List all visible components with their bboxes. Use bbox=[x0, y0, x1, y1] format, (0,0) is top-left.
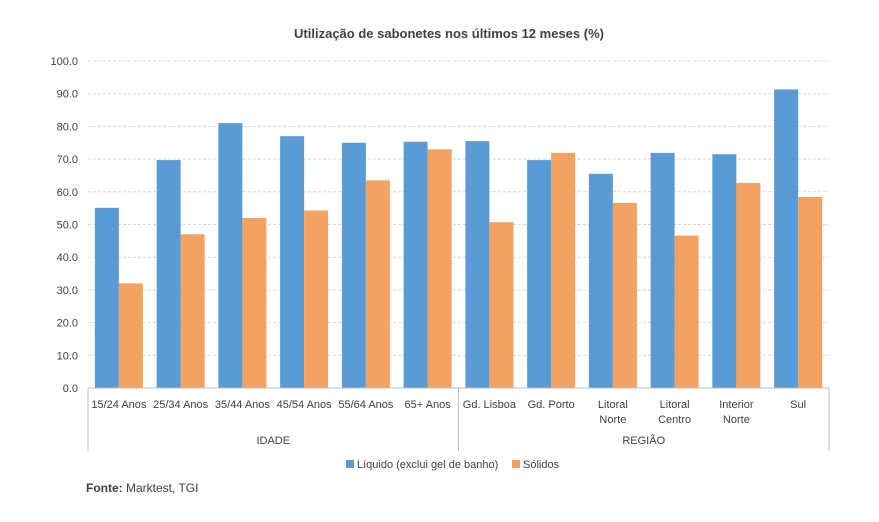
category-label: 25/34 Anos bbox=[153, 399, 209, 411]
y-tick-label: 40.0 bbox=[57, 252, 78, 264]
legend-swatch bbox=[512, 460, 520, 468]
category-label: 45/54 Anos bbox=[277, 399, 333, 411]
group-label: REGIÃO bbox=[622, 434, 665, 447]
legend: Líquido (exclui gel de banho) Sólidos bbox=[346, 459, 560, 471]
category-label: Litoral bbox=[598, 399, 628, 411]
y-axis: 0.0 10.0 20.0 30.0 40.0 50.0 60.0 70.0 80.0 90.0 1… bbox=[50, 56, 78, 395]
category-label: 65+ Anos bbox=[405, 399, 452, 411]
y-tick-label: 60.0 bbox=[57, 187, 78, 199]
bar bbox=[798, 197, 823, 388]
y-tick-label: 10.0 bbox=[57, 350, 78, 362]
category-label: Centro bbox=[658, 414, 691, 426]
group-label: IDADE bbox=[256, 435, 290, 447]
y-tick-label: 80.0 bbox=[57, 121, 78, 133]
legend-label: Sólidos bbox=[523, 459, 560, 471]
source-note: Fonte: Marktest, TGI bbox=[86, 481, 198, 495]
category-label: Norte bbox=[599, 414, 626, 426]
chart-title: Utilização de sabonetes nos últimos 12 m… bbox=[294, 26, 604, 41]
bar bbox=[94, 207, 119, 388]
y-tick-label: 50.0 bbox=[57, 220, 78, 232]
bar bbox=[341, 142, 366, 388]
bar bbox=[156, 160, 181, 388]
category-label: Sul bbox=[790, 399, 806, 411]
bar bbox=[774, 89, 799, 388]
legend-swatch bbox=[346, 460, 354, 468]
bar bbox=[365, 180, 390, 388]
bar bbox=[427, 149, 452, 388]
bar bbox=[736, 182, 761, 388]
y-tick-label: 100.0 bbox=[50, 56, 78, 68]
grid-layer bbox=[88, 60, 829, 356]
bar bbox=[650, 152, 675, 388]
category-label: Gd. Lisboa bbox=[463, 399, 517, 411]
bar bbox=[304, 210, 329, 388]
category-label: 15/24 Anos bbox=[91, 399, 147, 411]
bars-layer bbox=[94, 89, 823, 388]
x-axis: 15/24 Anos 25/34 Anos 35/44 Anos 45/54 Anos… bbox=[87, 387, 830, 451]
bar bbox=[527, 160, 552, 388]
bar bbox=[674, 235, 699, 388]
bar bbox=[551, 152, 576, 388]
source-label: Fonte: bbox=[86, 481, 123, 495]
y-tick-label: 30.0 bbox=[57, 285, 78, 297]
bar bbox=[465, 141, 490, 388]
source-text: Marktest, TGI bbox=[122, 481, 199, 495]
y-tick-label: 20.0 bbox=[57, 318, 78, 330]
y-tick-label: 70.0 bbox=[57, 154, 78, 166]
bar bbox=[489, 222, 514, 388]
category-label: 55/64 Anos bbox=[338, 399, 394, 411]
category-label: Gd. Porto bbox=[528, 399, 575, 411]
bar bbox=[242, 217, 267, 388]
bar bbox=[180, 234, 205, 388]
bar bbox=[612, 202, 637, 388]
bar bbox=[218, 123, 243, 388]
category-label: Norte bbox=[723, 414, 750, 426]
bar bbox=[712, 154, 737, 388]
category-label: Litoral bbox=[660, 399, 690, 411]
bar bbox=[588, 173, 613, 388]
bar bbox=[403, 141, 428, 388]
category-label: Interior bbox=[719, 399, 754, 411]
category-label: 35/44 Anos bbox=[215, 399, 271, 411]
bar bbox=[280, 136, 305, 388]
legend-label: Líquido (exclui gel de banho) bbox=[357, 459, 498, 471]
bar bbox=[118, 283, 143, 388]
y-tick-label: 90.0 bbox=[57, 89, 78, 101]
y-tick-label: 0.0 bbox=[63, 383, 78, 395]
